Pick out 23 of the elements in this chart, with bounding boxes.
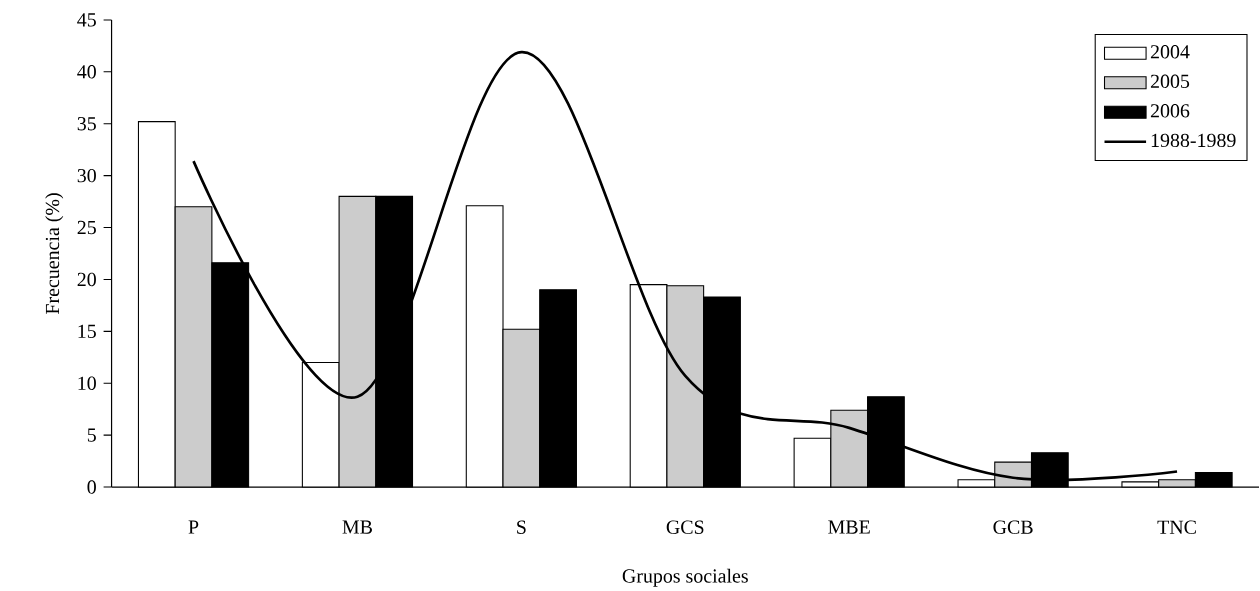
x-tick-label: MB [342, 520, 372, 534]
y-tick-label: 45 [77, 13, 96, 27]
y-tick-label: 30 [77, 169, 96, 183]
x-tick-label: P [188, 520, 199, 534]
y-tick-label: 25 [77, 221, 96, 235]
y-tick-label: 40 [77, 65, 96, 79]
y-tick-label: 10 [78, 376, 96, 391]
legend-label: 2005 [1150, 74, 1190, 89]
legend-label: 1988-1989 [1151, 133, 1236, 148]
x-tick-label: GCS [666, 520, 704, 535]
y-tick-label: 15 [78, 324, 96, 339]
y-tick-label: 0 [87, 480, 96, 494]
x-axis-title: Grupos sociales [622, 568, 748, 587]
y-tick-label: 5 [87, 428, 96, 442]
y-tick-label: 20 [77, 272, 96, 287]
x-tick-label: TNC [1157, 520, 1196, 535]
x-tick-label: GCB [993, 520, 1033, 535]
x-tick-label: S [517, 520, 526, 535]
y-axis-title: Frecuencia (%) [45, 193, 64, 315]
legend-label: 2004 [1150, 45, 1190, 59]
x-tick-label: MBE [828, 520, 870, 534]
legend-label: 2006 [1150, 104, 1190, 118]
y-tick-label: 35 [77, 117, 96, 131]
